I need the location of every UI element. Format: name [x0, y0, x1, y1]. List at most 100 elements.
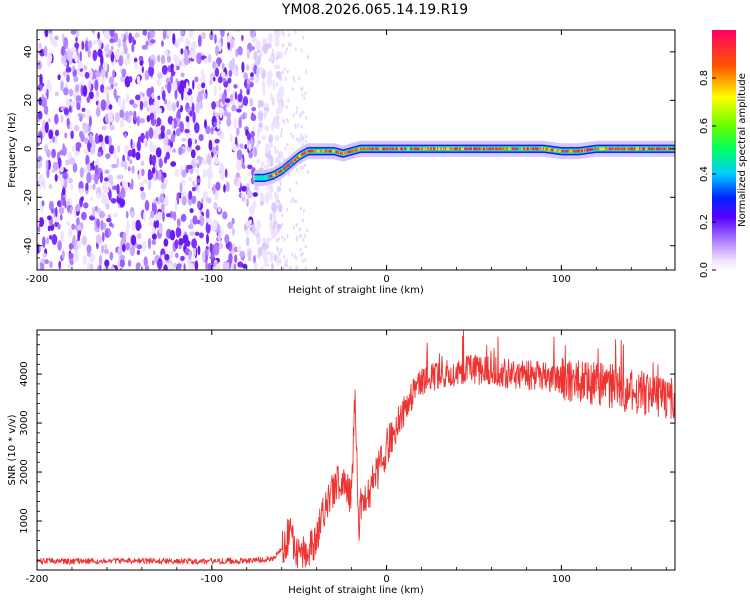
- noise-blob: [72, 234, 76, 246]
- track-core: [388, 147, 391, 151]
- noise-blob: [256, 158, 261, 164]
- noise-blob: [47, 52, 53, 64]
- noise-blob: [60, 230, 65, 243]
- noise-blob: [110, 180, 114, 186]
- noise-blob: [236, 108, 242, 113]
- noise-blob: [68, 243, 73, 250]
- noise-blob: [109, 266, 116, 270]
- noise-blob: [248, 150, 253, 159]
- noise-blob: [91, 139, 96, 152]
- noise-dot: [291, 253, 294, 257]
- noise-blob: [196, 52, 202, 65]
- noise-blob: [86, 244, 92, 254]
- noise-dot: [304, 163, 306, 168]
- noise-blob: [170, 63, 174, 72]
- noise-blob: [180, 213, 187, 222]
- noise-blob: [164, 98, 167, 105]
- noise-blob: [113, 88, 117, 99]
- noise-blob: [82, 255, 88, 266]
- noise-dot: [287, 33, 290, 37]
- noise-blob: [251, 224, 256, 235]
- noise-blob: [173, 211, 177, 222]
- noise-blob: [151, 92, 155, 100]
- track-core: [558, 149, 561, 153]
- noise-blob: [72, 165, 76, 172]
- track-core: [438, 147, 441, 151]
- noise-blob: [245, 64, 250, 71]
- noise-blob: [199, 232, 204, 239]
- noise-blob: [58, 260, 62, 270]
- noise-blob: [172, 148, 176, 153]
- track-core: [473, 147, 476, 151]
- noise-blob: [134, 61, 138, 70]
- noise-dot: [296, 167, 298, 172]
- noise-blob: [231, 104, 237, 112]
- noise-blob: [108, 144, 115, 155]
- noise-blob: [83, 202, 89, 209]
- noise-blob: [190, 50, 197, 59]
- noise-blob: [151, 260, 155, 266]
- noise-blob: [184, 49, 189, 61]
- noise-blob: [251, 36, 257, 43]
- noise-blob: [157, 170, 162, 181]
- noise-blob: [224, 234, 230, 244]
- noise-dot: [278, 228, 281, 233]
- noise-blob: [47, 215, 52, 221]
- noise-blob: [256, 219, 261, 230]
- noise-blob: [126, 52, 130, 61]
- noise-blob: [225, 261, 230, 270]
- track-core: [642, 147, 645, 151]
- noise-blob: [119, 109, 125, 118]
- noise-blob: [144, 96, 149, 102]
- colorbar-ticks: 0.0 0.2 0.4 0.6 0.8: [699, 70, 716, 278]
- noise-blob: [149, 104, 156, 114]
- noise-blob: [47, 225, 51, 232]
- track-core: [317, 149, 320, 153]
- noise-blob: [266, 76, 273, 88]
- noise-blob: [149, 98, 154, 106]
- noise-blob: [46, 149, 51, 158]
- noise-blob: [68, 227, 73, 237]
- noise-blob: [246, 132, 251, 141]
- noise-blob: [156, 211, 163, 221]
- noise-blob: [155, 105, 159, 114]
- noise-dot: [295, 110, 298, 115]
- noise-blob: [49, 234, 52, 240]
- noise-blob: [199, 100, 203, 110]
- noise-blob: [148, 221, 155, 226]
- noise-dot: [287, 98, 290, 103]
- track-core: [591, 148, 594, 151]
- noise-blob: [97, 151, 102, 158]
- noise-dot: [286, 234, 289, 239]
- noise-blob: [214, 138, 220, 144]
- noise-blob: [181, 169, 187, 178]
- noise-blob: [160, 130, 165, 139]
- noise-blob: [229, 133, 233, 143]
- noise-blob: [104, 169, 110, 175]
- noise-blob: [269, 143, 274, 149]
- track-core: [412, 147, 415, 151]
- noise-blob: [192, 186, 196, 192]
- noise-blob: [48, 184, 53, 189]
- track-core: [298, 154, 301, 158]
- noise-blob: [43, 105, 49, 115]
- noise-blob: [276, 108, 280, 117]
- track-core: [636, 147, 639, 151]
- noise-dot: [304, 244, 307, 249]
- noise-blob: [176, 218, 181, 228]
- track-core: [645, 147, 648, 151]
- noise-blob: [157, 54, 161, 63]
- noise-blob: [74, 54, 79, 63]
- noise-blob: [95, 205, 98, 212]
- noise-blob: [68, 106, 72, 113]
- noise-blob: [44, 259, 49, 265]
- noise-blob: [63, 61, 68, 67]
- noise-blob: [88, 162, 91, 175]
- noise-blob: [254, 60, 260, 66]
- noise-dot: [286, 119, 289, 124]
- noise-blob: [139, 182, 144, 186]
- noise-blob: [191, 238, 198, 249]
- noise-blob: [185, 81, 189, 93]
- noise-blob: [54, 35, 59, 41]
- noise-blob: [193, 246, 196, 258]
